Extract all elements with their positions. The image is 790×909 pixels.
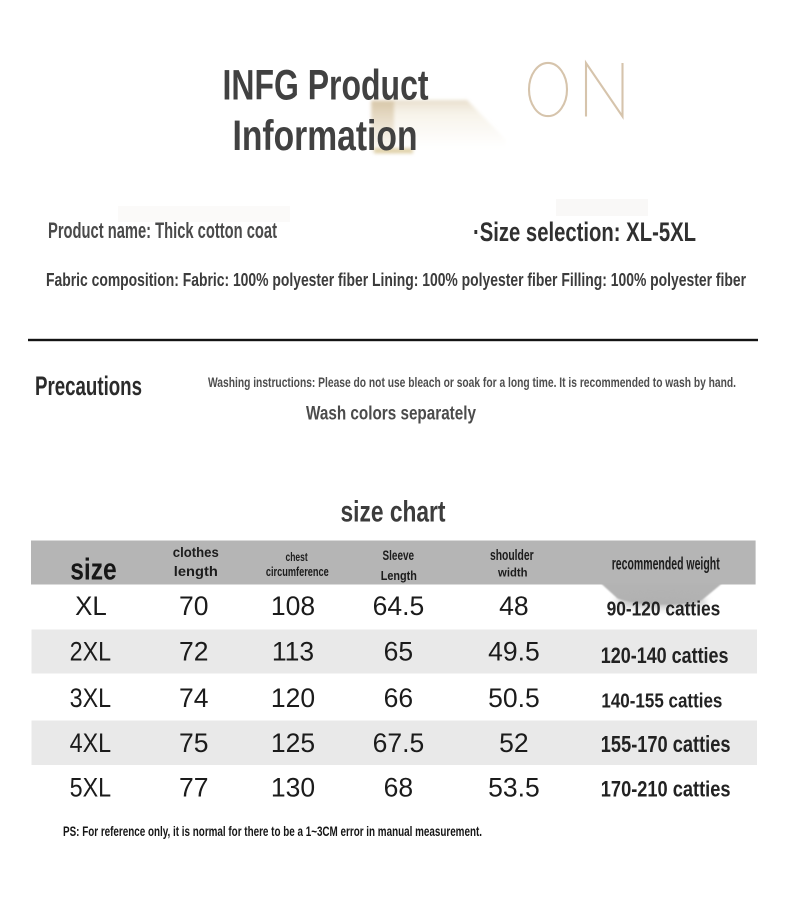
svg-text:74: 74	[179, 683, 208, 713]
svg-text:77: 77	[179, 773, 208, 803]
svg-text:chest: chest	[286, 552, 308, 564]
svg-text:65: 65	[384, 637, 413, 667]
svg-text:width: width	[497, 565, 527, 579]
svg-text:Sleeve: Sleeve	[383, 548, 415, 563]
svg-text:Precautions: Precautions	[35, 371, 142, 401]
svg-text:circumference: circumference	[266, 564, 329, 579]
svg-text:recommended weight: recommended weight	[612, 553, 720, 573]
svg-text:130: 130	[271, 773, 315, 803]
svg-text:70: 70	[179, 591, 208, 621]
svg-text:170-210 catties: 170-210 catties	[601, 777, 731, 802]
svg-text:Washing instructions: Please d: Washing instructions: Please do not use …	[208, 374, 736, 390]
svg-text:120-140 catties: 120-140 catties	[601, 643, 729, 668]
svg-text:INFG Product: INFG Product	[223, 63, 429, 110]
svg-text:140-155 catties: 140-155 catties	[601, 690, 722, 713]
svg-text:size chart: size chart	[341, 496, 446, 529]
svg-text:2XL: 2XL	[70, 637, 112, 667]
svg-text:shoulder: shoulder	[490, 547, 534, 564]
svg-text:Product name: Thick cotton coa: Product name: Thick cotton coat	[48, 218, 277, 243]
svg-text:53.5: 53.5	[488, 773, 540, 803]
svg-text:68: 68	[384, 773, 413, 803]
svg-text:5XL: 5XL	[70, 773, 112, 803]
svg-text:4XL: 4XL	[70, 728, 112, 758]
svg-text:64.5: 64.5	[373, 591, 425, 621]
svg-text:PS: For reference only, it is: PS: For reference only, it is normal for…	[63, 824, 482, 839]
svg-text:72: 72	[179, 637, 208, 667]
svg-text:Fabric composition: Fabric: 10: Fabric composition: Fabric: 100% polyest…	[46, 270, 746, 290]
svg-text:67.5: 67.5	[373, 728, 425, 758]
svg-text:3XL: 3XL	[70, 683, 112, 713]
svg-text:Information: Information	[233, 113, 418, 160]
svg-text:size: size	[70, 552, 117, 587]
svg-text:48: 48	[499, 591, 528, 621]
svg-text:XL: XL	[75, 591, 107, 621]
svg-text:75: 75	[179, 728, 208, 758]
svg-text:120: 120	[271, 683, 315, 713]
svg-text:·Size selection: XL-5XL: ·Size selection: XL-5XL	[473, 217, 696, 247]
svg-text:113: 113	[272, 637, 314, 667]
svg-text:Wash colors separately: Wash colors separately	[306, 404, 476, 425]
svg-text:155-170 catties: 155-170 catties	[601, 731, 731, 757]
svg-text:length: length	[174, 563, 218, 579]
svg-text:Length: Length	[381, 569, 417, 583]
svg-text:125: 125	[271, 728, 315, 758]
svg-text:clothes: clothes	[173, 544, 219, 560]
svg-text:66: 66	[384, 683, 413, 713]
svg-text:52: 52	[499, 728, 528, 758]
svg-text:108: 108	[271, 591, 315, 621]
svg-text:50.5: 50.5	[488, 683, 540, 713]
svg-text:49.5: 49.5	[488, 637, 540, 667]
svg-text:90-120 catties: 90-120 catties	[607, 599, 721, 621]
